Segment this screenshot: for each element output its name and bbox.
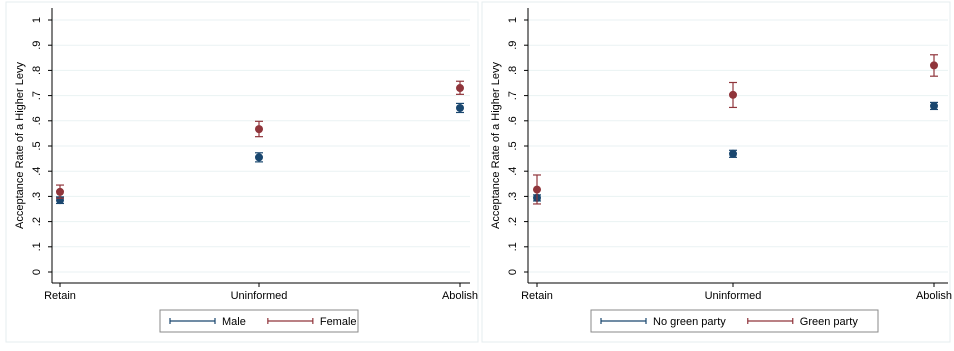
y-tick-label: 1	[507, 17, 519, 23]
y-tick-label: .9	[507, 41, 519, 50]
y-tick-label: .6	[507, 116, 519, 125]
y-tick-label: .5	[31, 141, 43, 150]
y-tick-label: .8	[31, 66, 43, 75]
data-point	[56, 187, 64, 196]
x-tick-label: Uninformed	[231, 290, 288, 302]
y-axis-label: Acceptance Rate of a Higher Levy	[490, 62, 502, 229]
y-tick-label: .3	[31, 192, 43, 201]
data-point	[729, 149, 737, 158]
x-tick-label: Retain	[521, 290, 553, 302]
y-tick-label: 0	[507, 269, 519, 275]
data-point	[533, 185, 541, 194]
data-point	[930, 101, 938, 110]
y-tick-label: .3	[507, 192, 519, 201]
y-tick-label: .4	[507, 167, 519, 176]
legend-label: Green party	[800, 316, 859, 328]
y-tick-label: .9	[31, 41, 43, 50]
data-point	[456, 103, 464, 112]
x-tick-label: Uninformed	[705, 290, 762, 302]
y-tick-label: .1	[507, 242, 519, 251]
y-tick-label: 0	[31, 269, 43, 275]
data-point	[930, 61, 938, 70]
panel-border	[5, 1, 479, 343]
y-tick-label: .6	[31, 116, 43, 125]
legend-box	[590, 309, 879, 333]
data-point	[255, 153, 263, 162]
x-tick-label: Abolish	[916, 290, 952, 302]
y-tick-label: 1	[31, 17, 43, 23]
legend-label: Female	[320, 316, 357, 328]
data-point	[255, 125, 263, 134]
y-tick-label: .1	[31, 242, 43, 251]
data-point	[729, 90, 737, 99]
y-tick-label: .7	[507, 91, 519, 100]
legend-label: No green party	[653, 316, 726, 328]
y-tick-label: .2	[31, 217, 43, 226]
y-axis-label: Acceptance Rate of a Higher Levy	[14, 62, 26, 229]
legend-label: Male	[222, 316, 246, 328]
x-tick-label: Retain	[44, 290, 76, 302]
data-point	[456, 84, 464, 93]
x-tick-label: Abolish	[442, 290, 478, 302]
y-tick-label: .2	[507, 217, 519, 226]
y-tick-label: .5	[507, 141, 519, 150]
panel-border	[481, 1, 951, 343]
y-tick-label: .7	[31, 91, 43, 100]
chart-panel-2: 0 .1 .2 .3 .4 .5 .6 .7 .8 .9 1 Acceptance Rate of a…	[481, 1, 952, 343]
y-tick-label: .8	[507, 66, 519, 75]
chart-panel-1: 0 .1 .2 .3 .4 .5 .6 .7 .8 .9 1 Acceptance Rate of a…	[5, 1, 479, 343]
legend-box	[159, 309, 359, 333]
y-tick-label: .4	[31, 167, 43, 176]
